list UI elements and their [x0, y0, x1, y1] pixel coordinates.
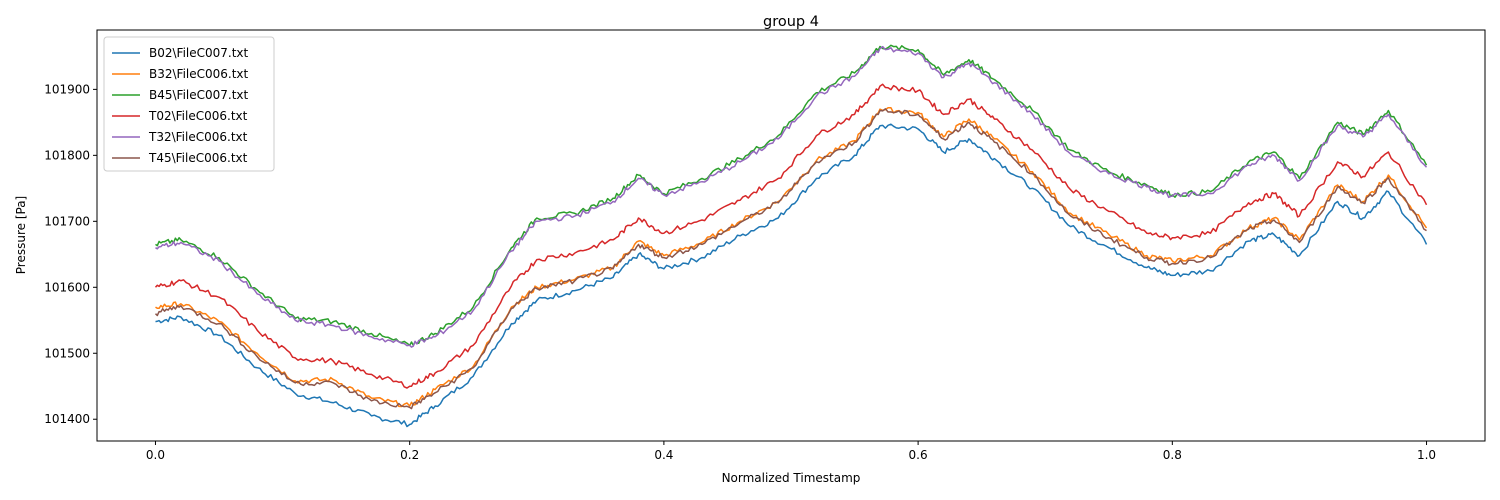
legend-label: B02\FileC007.txt — [149, 46, 249, 60]
y-tick-label: 101400 — [44, 412, 90, 426]
x-tick-label: 0.6 — [909, 448, 928, 462]
series-line — [155, 44, 1428, 347]
chart-title: group 4 — [763, 14, 819, 30]
legend-box — [103, 36, 275, 172]
y-tick-label: 101900 — [44, 82, 90, 96]
x-tick-label: 1.0 — [1417, 448, 1436, 462]
y-tick-label: 101600 — [44, 280, 90, 294]
legend-label: B45\FileC007.txt — [149, 88, 249, 102]
x-axis: 0.0 0.2 0.4 0.6 0.8 1.0 — [146, 441, 1436, 462]
y-axis-title: Pressure [Pa] — [14, 196, 28, 274]
y-axis: 101400 101500 101600 101700 101800 101900 — [44, 82, 97, 426]
x-tick-label: 0.2 — [400, 448, 419, 462]
plot-area — [96, 29, 1486, 442]
series-line — [155, 45, 1428, 348]
y-tick-label: 101800 — [44, 148, 90, 162]
legend-label: T02\FileC006.txt — [148, 109, 248, 123]
x-tick-label: 0.8 — [1163, 448, 1182, 462]
series-line — [154, 83, 1428, 389]
y-tick-label: 101700 — [44, 214, 90, 228]
legend: B02\FileC007.txt B32\FileC006.txt B45\File… — [103, 36, 275, 172]
series-lines — [154, 44, 1428, 428]
y-tick-label: 101500 — [44, 346, 90, 360]
legend-label: B32\FileC006.txt — [149, 67, 249, 81]
legend-label: T45\FileC006.txt — [148, 151, 248, 165]
series-line — [154, 108, 1427, 410]
x-tick-label: 0.0 — [146, 448, 165, 462]
x-tick-label: 0.4 — [654, 448, 673, 462]
series-line — [155, 123, 1428, 428]
x-axis-title: Normalized Timestamp — [722, 471, 861, 485]
legend-label: T32\FileC006.txt — [148, 130, 248, 144]
